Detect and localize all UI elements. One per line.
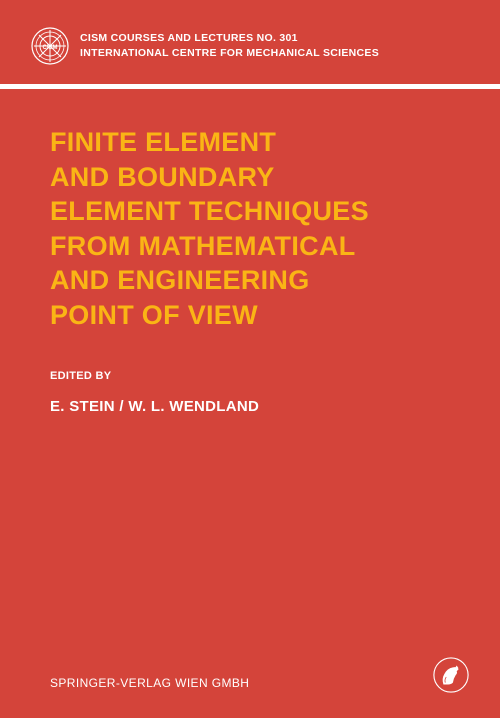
header-block: CISM CISM COURSES AND LECTURES NO. 301 I… <box>0 0 500 66</box>
series-info: CISM COURSES AND LECTURES NO. 301 INTERN… <box>80 31 379 60</box>
series-line-1: CISM COURSES AND LECTURES NO. 301 <box>80 31 379 46</box>
publisher-name: SPRINGER-VERLAG WIEN GMBH <box>50 676 249 690</box>
title-line: FROM MATHEMATICAL <box>50 229 470 264</box>
footer: SPRINGER-VERLAG WIEN GMBH <box>0 676 500 690</box>
series-line-2: INTERNATIONAL CENTRE FOR MECHANICAL SCIE… <box>80 46 379 61</box>
edited-by-label: EDITED BY <box>0 332 500 382</box>
svg-text:CISM: CISM <box>43 45 58 51</box>
title-line: AND ENGINEERING <box>50 263 470 298</box>
title-line: FINITE ELEMENT <box>50 125 470 160</box>
cism-logo-icon: CISM <box>30 26 70 66</box>
title-line: AND BOUNDARY <box>50 160 470 195</box>
springer-horse-icon <box>432 656 470 694</box>
authors: E. STEIN / W. L. WENDLAND <box>0 382 500 415</box>
book-title: FINITE ELEMENT AND BOUNDARY ELEMENT TECH… <box>0 89 500 332</box>
title-line: ELEMENT TECHNIQUES <box>50 194 470 229</box>
title-line: POINT OF VIEW <box>50 298 470 333</box>
